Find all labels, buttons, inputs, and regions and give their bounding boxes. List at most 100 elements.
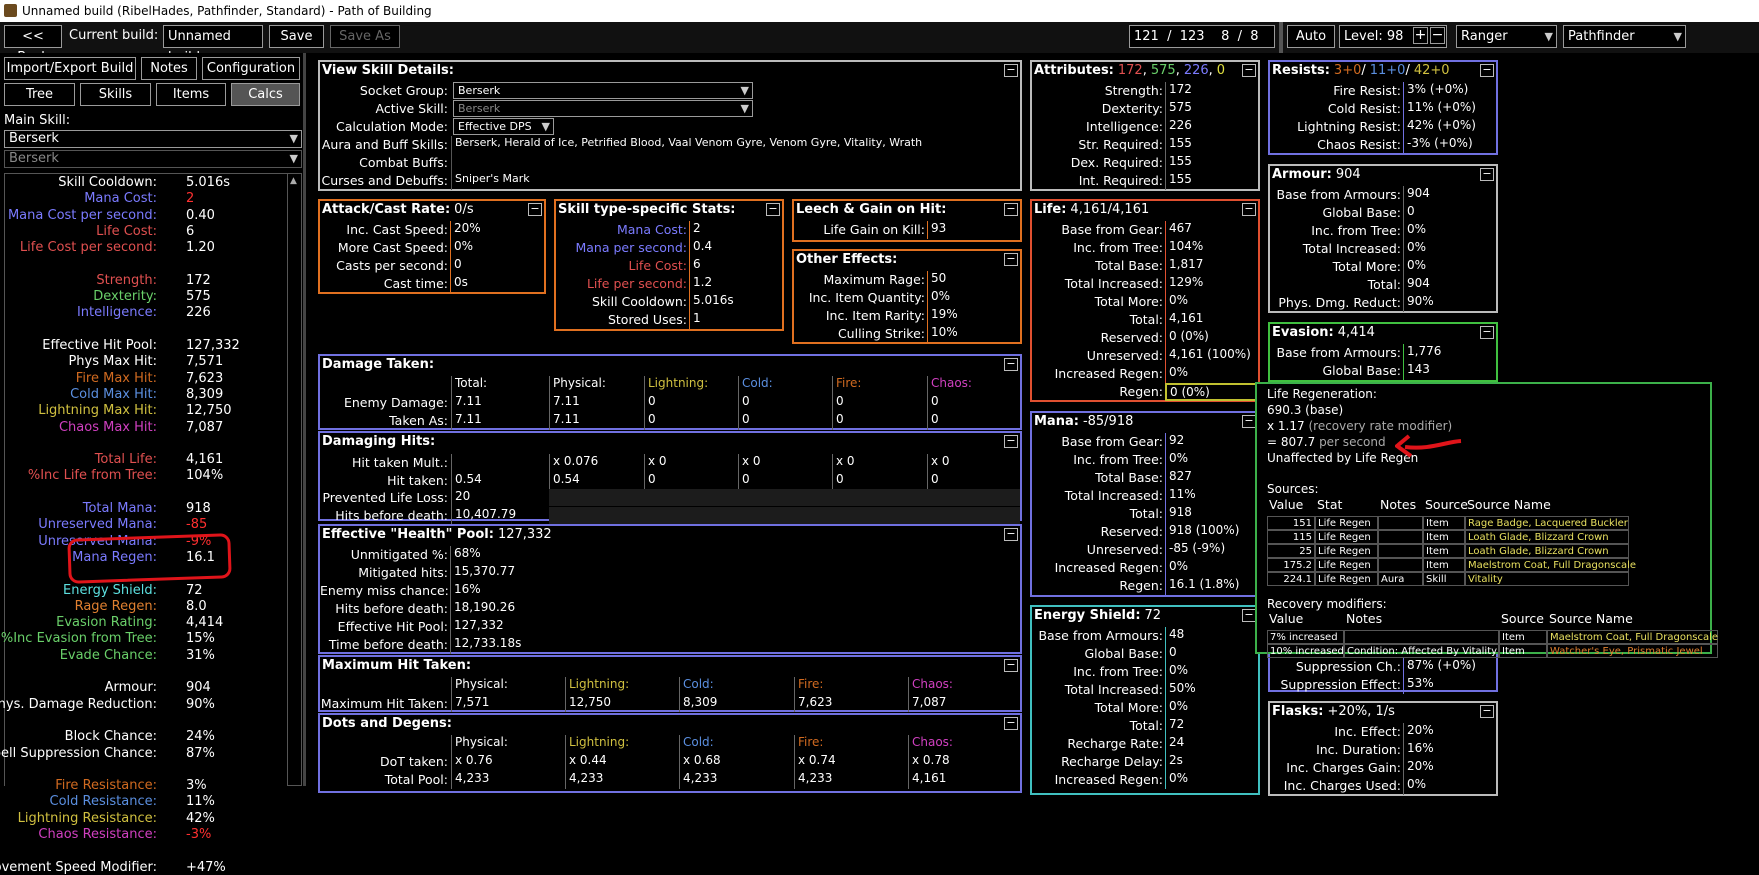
source-cell: Life Regen [1315, 544, 1378, 558]
stats-scrollbar[interactable]: ▲ [287, 173, 302, 786]
source-cell: Item [1423, 558, 1465, 572]
attack-cast-rate-collapse-icon[interactable]: − [528, 203, 542, 216]
app-logo-icon [4, 4, 17, 17]
chevron-down-icon: ▼ [1544, 30, 1553, 43]
view-skill-select[interactable]: Berserk ▼ [453, 82, 753, 99]
tab-skills[interactable]: Skills [80, 83, 151, 106]
save-as-button[interactable]: Save As [330, 25, 400, 48]
attributes-row-label: Strength: [1104, 83, 1163, 98]
stat-label: Effective Hit Pool: [42, 338, 157, 353]
level-increase-icon[interactable]: + [1413, 27, 1428, 44]
view-skill-value: Berserk, Herald of Ice, Petrified Blood,… [451, 136, 1011, 154]
energy-shield-collapse-icon[interactable]: − [1242, 609, 1256, 622]
source-cell: Item [1423, 516, 1465, 530]
build-name-input[interactable]: Unnamed build [163, 25, 263, 65]
damaging-hits-collapse-icon[interactable]: − [1004, 435, 1018, 448]
leech-gain-collapse-icon[interactable]: − [1004, 203, 1018, 216]
damaging-hits-cell: x 0 [644, 454, 738, 472]
skill_type-row-label: Mana per second: [575, 240, 687, 255]
ehp-row-label: Hits before death: [335, 601, 448, 616]
damage-taken-collapse-icon[interactable]: − [1004, 358, 1018, 371]
effective-health-pool: Effective "Health" Pool: 127,332− Unmitiga… [318, 524, 1022, 654]
damaging-hits: Damaging Hits: − Hit taken Mult.: x 0.076 x … [318, 431, 1022, 525]
tab-tree[interactable]: Tree [4, 83, 75, 106]
stat-value: 16.1 [186, 549, 215, 565]
life-row-label: Reserved: [1100, 330, 1163, 345]
back-button[interactable]: << Back [4, 25, 62, 65]
flasks-collapse-icon[interactable]: − [1480, 705, 1494, 718]
mana-row-value: 918 [1165, 505, 1257, 523]
other_effects-row-label: Inc. Item Quantity: [808, 290, 925, 305]
flasks-row-value: 20% [1403, 723, 1495, 741]
ascendancy-select[interactable]: Pathfinder ▼ [1563, 25, 1686, 48]
attack_cast-row-value: 0% [450, 239, 546, 257]
sub-skill-select[interactable]: Berserk ▼ [4, 150, 302, 168]
leech-row-label: Life Gain on Kill: [823, 222, 925, 237]
level-decrease-icon[interactable]: − [1430, 27, 1445, 44]
chevron-down-icon: ▼ [740, 102, 749, 115]
dots-header: Chaos: [908, 735, 1020, 753]
damaging-hits-cell: x 0.076 [549, 454, 643, 472]
attributes-title-value: 172 [1117, 63, 1143, 78]
resists-collapse-icon[interactable]: − [1480, 64, 1494, 77]
stat-value: 7,571 [186, 354, 224, 370]
es-row-value: 72 [1165, 717, 1257, 735]
import-export-button[interactable]: Import/Export Build [4, 57, 136, 80]
resists-row-value: 11% (+0%) [1403, 100, 1495, 118]
mana-collapse-icon[interactable]: − [1242, 415, 1256, 428]
stat-label: Chaos Max Hit: [58, 419, 157, 435]
class-select[interactable]: Ranger ▼ [1456, 25, 1557, 48]
tab-items[interactable]: Items [156, 83, 226, 106]
flasks: Flasks: +20%, 1/s − Inc. Effect: 20% Inc. Dur… [1268, 701, 1498, 796]
resists-row-label: Cold Resist: [1327, 101, 1401, 116]
armour-row-value: 0% [1403, 258, 1495, 276]
source-cell: 25 [1267, 544, 1315, 558]
stat-label: Life Cost per second: [19, 240, 157, 256]
attributes-title: Attributes: [1034, 63, 1114, 78]
notes-button[interactable]: Notes [141, 57, 197, 80]
stat-value: 90% [186, 696, 215, 712]
life-collapse-icon[interactable]: − [1242, 203, 1256, 216]
other-effects-collapse-icon[interactable]: − [1004, 253, 1018, 266]
skill-type-stats-collapse-icon[interactable]: − [766, 203, 780, 216]
stat-label: Evasion Rating: [56, 615, 157, 631]
stat-label: Mana Cost per second: [7, 207, 157, 223]
dots-cell: 4,161 [908, 771, 1020, 789]
stat-label: Phys Max Hit: [68, 354, 157, 370]
attributes-title-value: 226 [1183, 63, 1209, 78]
evasion-collapse-icon[interactable]: − [1480, 326, 1494, 339]
src-header: Value [1269, 497, 1304, 512]
view-skill-select[interactable]: Effective DPS ▼ [453, 118, 554, 135]
source-cell: Item [1423, 544, 1465, 558]
maximum-hit-taken-collapse-icon[interactable]: − [1004, 659, 1018, 672]
ehp-row-label: Time before death: [328, 637, 448, 652]
evasion-row-value: 1,776 [1403, 344, 1495, 362]
auto-level-button[interactable]: Auto [1287, 25, 1335, 48]
attributes-collapse-icon[interactable]: − [1242, 64, 1256, 77]
view-skill-details-header: View Skill Details: − [320, 62, 1020, 81]
attributes: Attributes: 172, 575, 226, 0− Strength: 172 Dex… [1030, 60, 1260, 191]
armour-row-value: 90% [1403, 294, 1495, 312]
save-button[interactable]: Save [269, 25, 324, 48]
stat-value: 172 [186, 272, 211, 288]
stat-label: Strength: [96, 272, 157, 288]
mod-cell: Condition: Affected By Vitality [1344, 644, 1499, 658]
life-row-value: 4,161 [1165, 311, 1257, 329]
tab-calcs[interactable]: Calcs [231, 83, 300, 106]
flasks-row-value: 20% [1403, 759, 1495, 777]
other-effects-header: Other Effects: − [794, 251, 1020, 270]
life-title-value: 4,161/4,161 [1070, 202, 1150, 217]
mana-header: Mana: -85/918 − [1032, 413, 1258, 432]
skill_type-row-value: 5.016s [689, 293, 781, 311]
dots-and-degens-collapse-icon[interactable]: − [1004, 717, 1018, 730]
scroll-up-icon[interactable]: ▲ [290, 176, 297, 186]
other_effects-row-value: 50 [927, 271, 1019, 289]
view-skill-select[interactable]: Berserk ▼ [453, 100, 753, 117]
view-skill-details-collapse-icon[interactable]: − [1004, 64, 1018, 77]
dots-and-degens-header: Dots and Degens: − [320, 715, 1020, 734]
effective-health-pool-collapse-icon[interactable]: − [1004, 528, 1018, 541]
attributes-header: Attributes: 172, 575, 226, 0− [1032, 62, 1258, 81]
main-skill-select[interactable]: Berserk ▼ [4, 130, 302, 148]
armour-collapse-icon[interactable]: − [1480, 168, 1494, 181]
configuration-button[interactable]: Configuration [202, 57, 300, 80]
